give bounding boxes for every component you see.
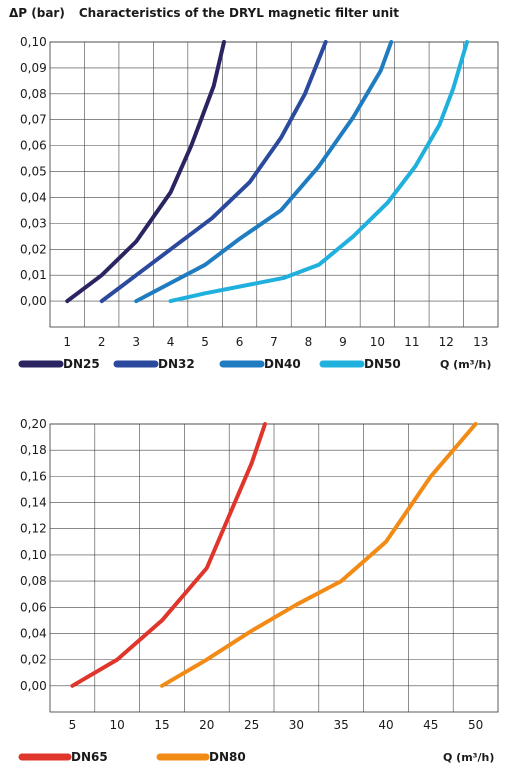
- x-unit-label: Q (m³/h): [443, 751, 494, 764]
- x-tick-label: 7: [270, 335, 278, 349]
- x-tick-label: 40: [378, 718, 393, 732]
- chart-title: Characteristics of the DRYL magnetic fil…: [78, 6, 399, 20]
- x-tick-label: 10: [370, 335, 385, 349]
- series-line-dn65: [70, 422, 267, 688]
- x-tick-label: 2: [98, 335, 106, 349]
- x-tick-label: 20: [199, 718, 214, 732]
- x-tick-label: 35: [334, 718, 349, 732]
- x-tick-label: 50: [468, 718, 483, 732]
- y-tick-label: 0,18: [20, 443, 47, 457]
- y-tick-label: 0,00: [20, 679, 47, 693]
- y-tick-label: 0,05: [20, 165, 47, 179]
- x-tick-label: 4: [167, 335, 175, 349]
- x-tick-label: 13: [473, 335, 488, 349]
- x-tick-label: 5: [69, 718, 77, 732]
- y-tick-label: 0,06: [20, 600, 47, 614]
- y-tick-label: 0,07: [20, 113, 47, 127]
- legend-label-dn25: DN25: [63, 357, 100, 371]
- x-tick-label: 30: [289, 718, 304, 732]
- chart-1: 0,00 0,01 0,02 0,03 0,04 0,05 0,06 0,07 0,08 0,09…: [18, 35, 499, 371]
- x-tick-label: 9: [339, 335, 347, 349]
- y-axis-title: ΔP (bar): [9, 6, 65, 20]
- series-line-dn80: [160, 422, 478, 688]
- series-line-dn32: [99, 40, 328, 304]
- y-tick-label: 0,10: [20, 548, 47, 562]
- y-tick-label: 0,16: [20, 469, 47, 483]
- x-tick-label: 6: [236, 335, 244, 349]
- legend-label-dn80: DN80: [209, 750, 246, 764]
- y-tick-label: 0,04: [20, 626, 47, 640]
- x-tick-label: 10: [110, 718, 125, 732]
- legend-label-dn40: DN40: [264, 357, 301, 371]
- y-tick-label: 0,20: [20, 417, 47, 431]
- y-tick-label: 0,02: [20, 653, 47, 667]
- x-tick-label: 1: [63, 335, 71, 349]
- plot-area: [49, 41, 499, 328]
- x-unit-label: Q (m³/h): [440, 358, 491, 371]
- legend-label-dn65: DN65: [71, 750, 108, 764]
- x-tick-label: 15: [154, 718, 169, 732]
- y-tick-label: 0,04: [20, 190, 47, 204]
- x-tick-label: 5: [201, 335, 209, 349]
- y-tick-label: 0,02: [20, 242, 47, 256]
- x-tick-label: 11: [404, 335, 419, 349]
- y-tick-label: 0,12: [20, 522, 47, 536]
- x-tick-label: 45: [423, 718, 438, 732]
- y-tick-label: 0,10: [20, 35, 47, 49]
- x-tick-label: 25: [244, 718, 259, 732]
- y-tick-label: 0,01: [20, 268, 47, 282]
- y-tick-label: 0,08: [20, 574, 47, 588]
- y-tick-label: 0,00: [20, 294, 47, 308]
- series-line-dn25: [65, 40, 226, 304]
- x-tick-label: 3: [132, 335, 140, 349]
- y-tick-label: 0,14: [20, 496, 47, 510]
- legend-label-dn32: DN32: [158, 357, 195, 371]
- chart-header: ΔP (bar) Characteristics of the DRYL magn…: [9, 6, 399, 20]
- legend-label-dn50: DN50: [364, 357, 401, 371]
- y-tick-label: 0,08: [20, 87, 47, 101]
- y-tick-label: 0,03: [20, 216, 47, 230]
- x-tick-label: 8: [305, 335, 313, 349]
- x-tick-label: 12: [439, 335, 454, 349]
- y-tick-label: 0,06: [20, 139, 47, 153]
- series-line-dn40: [134, 40, 394, 304]
- chart-2: 0,00 0,02 0,04 0,06 0,08 0,10 0,12 0,14 0,16 0,18…: [18, 417, 499, 764]
- series-line-dn50: [168, 40, 469, 304]
- y-tick-label: 0,09: [20, 61, 47, 75]
